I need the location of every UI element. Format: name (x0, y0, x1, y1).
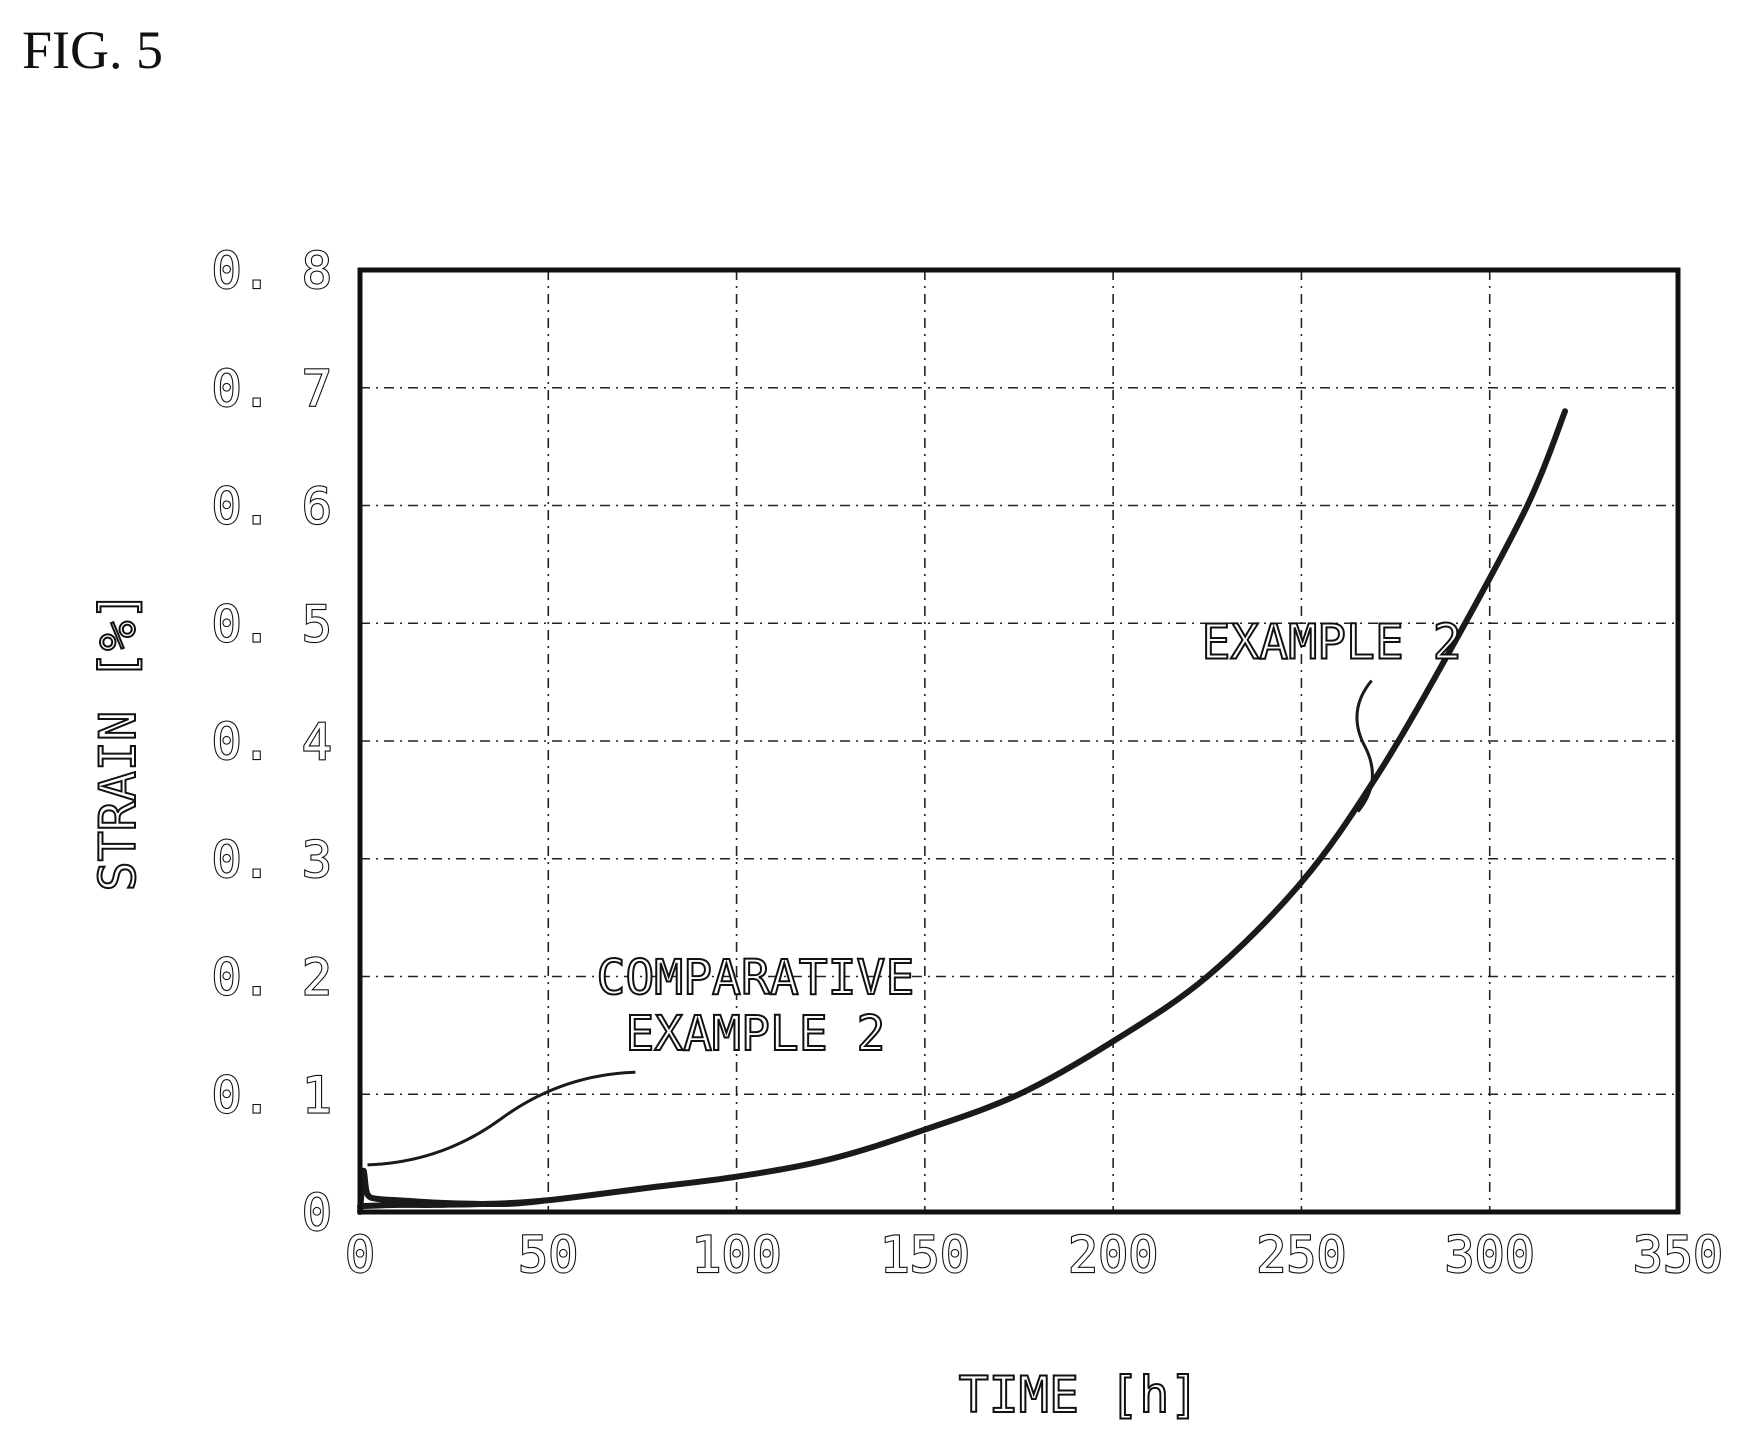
x-tick-label-6: 300 (1445, 1226, 1535, 1284)
y-tick-label-3: 0. 3 (212, 831, 332, 889)
annotation-text-example-2-0: EXAMPLE 2 (1202, 615, 1462, 671)
y-tick-label-7: 0. 7 (212, 360, 332, 418)
y-tick-label-5: 0. 5 (212, 595, 332, 653)
y-tick-labels: 0 0. 1 0. 2 0. 3 0. 4 0. 5 0. 6 0. 7 0. 8 (210, 241, 333, 1243)
y-tick-label-0: 0 (302, 1184, 332, 1242)
y-tick-label-6: 0. 6 (212, 478, 332, 536)
series-line-comparative-example-2 (357, 1167, 552, 1215)
x-axis-label: TIME [h] (959, 1366, 1200, 1424)
y-tick-label-1: 0. 1 (212, 1066, 332, 1124)
figure-label: FIG. 5 (22, 20, 163, 80)
series-line-example-2 (357, 408, 1568, 1210)
y-tick-label-4: 0. 4 (212, 713, 332, 771)
annotation-text-comparative-example-2-0: COMPARATIVE (596, 950, 914, 1006)
x-tick-label-5: 250 (1256, 1226, 1346, 1284)
x-tick-label-4: 200 (1068, 1226, 1158, 1284)
x-tick-labels: 0 50 100 150 200 250 300 350 (344, 1225, 1724, 1285)
x-tick-label-0: 0 (345, 1226, 375, 1284)
annotation-leader-example-2 (1355, 679, 1374, 813)
x-tick-label-2: 100 (691, 1226, 781, 1284)
annotation-text-comparative-example-2-1: EXAMPLE 2 (625, 1006, 885, 1062)
series-lines (357, 408, 1568, 1215)
y-tick-label-8: 0. 8 (212, 242, 332, 300)
plot-frame (357, 267, 1681, 1215)
y-tick-label-2: 0. 2 (212, 949, 332, 1007)
grid-lines (360, 270, 1678, 1212)
x-tick-label-1: 50 (518, 1226, 578, 1284)
x-tick-label-7: 350 (1633, 1226, 1723, 1284)
annotation-example-2: EXAMPLE 2 (1201, 614, 1463, 813)
y-axis-label: STRAIN [%] (89, 590, 147, 891)
x-tick-label-3: 150 (880, 1226, 970, 1284)
annotation-leader-comparative-example-2 (367, 1070, 636, 1167)
